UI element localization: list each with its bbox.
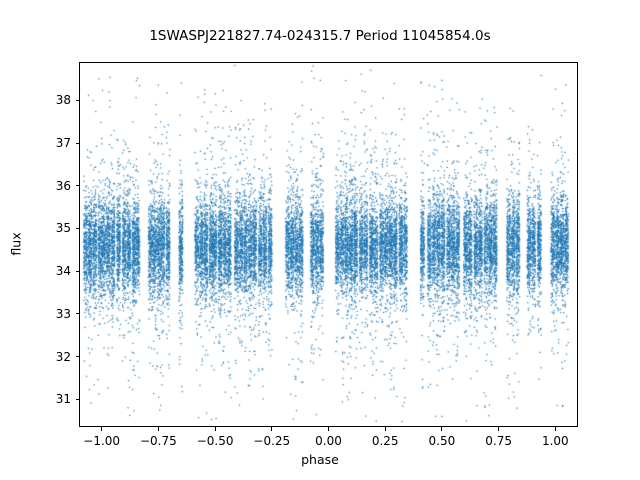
x-tick-label: −0.25 (253, 434, 291, 448)
y-axis-label: flux (8, 232, 24, 256)
y-tick-mark (75, 313, 79, 315)
plot-area (79, 62, 578, 427)
y-tick-mark (75, 270, 79, 272)
x-tick-label: 1.00 (541, 434, 569, 448)
x-tick-label: −0.50 (196, 434, 234, 448)
y-tick-label: 38 (55, 93, 71, 108)
y-tick-mark (75, 185, 79, 187)
x-tick-label: 0.25 (371, 434, 399, 448)
page-title: 1SWASPJ221827.74-024315.7 Period 1104585… (149, 28, 491, 44)
y-tick-mark (75, 99, 79, 101)
y-tick-label: 35 (55, 221, 71, 236)
x-tick-mark (157, 427, 159, 431)
x-tick-mark (498, 427, 500, 431)
y-tick-label: 32 (55, 349, 71, 364)
x-tick-mark (101, 427, 103, 431)
y-tick-label: 34 (55, 264, 71, 279)
y-tick-label: 36 (55, 178, 71, 193)
y-tick-mark (75, 227, 79, 230)
y-tick-mark (75, 142, 79, 144)
x-tick-mark (327, 427, 330, 431)
x-tick-mark (441, 427, 443, 431)
x-tick-mark (271, 427, 273, 431)
x-tick-label: 0.75 (485, 434, 512, 448)
x-tick-label: −1.00 (83, 434, 121, 448)
y-tick-mark (75, 356, 79, 358)
x-axis-label: phase (301, 452, 339, 467)
y-tick-label: 33 (55, 306, 71, 321)
x-tick-label: −0.75 (139, 434, 177, 448)
y-tick-label: 37 (55, 136, 71, 151)
scatter-plot-canvas (80, 63, 577, 426)
x-tick-label: 0.00 (315, 434, 342, 448)
x-tick-mark (384, 427, 386, 431)
x-tick-mark (214, 427, 216, 431)
y-tick-label: 31 (55, 392, 71, 407)
x-tick-label: 0.50 (428, 434, 456, 448)
y-tick-mark (75, 398, 79, 400)
x-tick-mark (554, 427, 556, 431)
